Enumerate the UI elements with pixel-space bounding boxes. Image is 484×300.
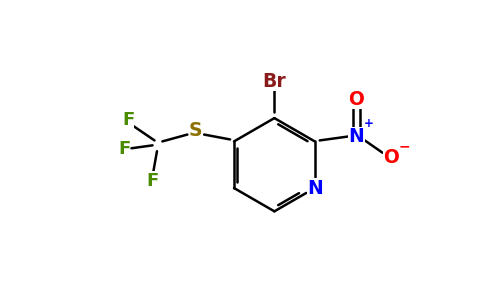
Text: F: F (118, 140, 130, 158)
Text: N: N (307, 178, 323, 197)
Text: N: N (348, 127, 364, 146)
Text: +: + (363, 117, 373, 130)
Text: S: S (189, 121, 202, 140)
Text: O: O (383, 148, 399, 166)
Text: O: O (348, 90, 364, 109)
Text: F: F (147, 172, 159, 190)
Text: −: − (399, 139, 410, 153)
Text: F: F (122, 111, 134, 129)
Text: Br: Br (262, 72, 286, 91)
